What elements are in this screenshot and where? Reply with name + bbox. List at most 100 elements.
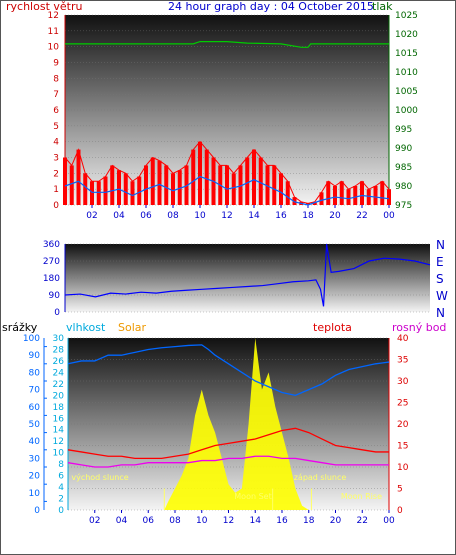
wind-gust-bar [292,197,297,205]
humidity-solar-temperature-chart: 0102030405060708090100024681012141618202… [23,334,409,526]
wind-tick-label: 3 [53,154,59,164]
wind-gust-bar [238,165,243,205]
humidity-line [67,344,390,397]
wind-average-line [64,175,390,206]
moon-set-annotation: Moon Set [234,492,271,501]
wind-tick-label: 2 [53,169,59,179]
wind-gust-bar [171,173,175,205]
pressure-tick-label: 1020 [395,30,418,40]
wind-gust-bar [346,189,351,205]
wind-gust-bar [312,201,317,205]
compass-label: S [436,272,444,286]
wind-gust-bar [130,181,135,205]
wind-gust-bar [258,157,263,205]
x-tick-label: 00 [383,211,395,221]
wind-tick-label: 0 [53,201,59,211]
wind-gust-bar [387,189,391,205]
temperature-tick-label: 25 [397,399,408,409]
wind-gust-bar [333,186,337,205]
wind-gust-bar [204,149,209,205]
humidity-tick-label: 14 [53,426,65,436]
pressure-tick-label: 1010 [395,68,418,78]
wind-gust-bar [69,165,74,205]
wind-gust-bar [272,165,277,205]
pressure-tick-label: 1000 [395,106,418,116]
humidity-tick-label: 20 [53,391,65,401]
wind-gust-bar [366,189,371,205]
wind-gust-bar [164,165,169,205]
direction-line [64,243,431,307]
temperature-tick-label: 0 [397,506,403,516]
wind-tick-label: 1 [53,185,59,195]
solar-label: Solar [118,321,147,334]
rain-tick-label: 50 [29,420,41,430]
humidity-tick-label: 30 [53,334,65,344]
wind-gust-bar [96,181,101,205]
x-tick-label: 12 [223,516,234,526]
wind-gust-bar [110,165,115,205]
wind-gust-bar [326,181,331,205]
x-tick-label: 16 [275,211,287,221]
humidity-tick-label: 0 [58,506,64,516]
wind-tick-label: 5 [53,122,59,132]
pressure-tick-label: 1025 [395,11,418,21]
temperature-tick-label: 5 [397,485,403,495]
x-tick-label: 16 [276,516,288,526]
wind-tick-label: 6 [53,106,59,116]
pressure-tick-label: 1005 [395,87,418,97]
wind-tick-label: 12 [48,11,59,21]
wind-speed-axis-label: rychlost větru [6,0,83,13]
humidity-tick-label: 4 [58,483,64,493]
wind-gust-bar [339,181,344,205]
rain-tick-label: 10 [29,489,41,499]
compass-label: N [436,238,445,252]
humidity-tick-label: 16 [53,414,65,424]
page-title: 24 hour graph day : 04 October 2015 [168,0,374,13]
wind-gust-bar [177,170,182,205]
x-tick-label: 12 [221,211,232,221]
wind-pressure-chart: 0123456789101112975980985990995100010051… [48,11,419,221]
rain-tick-label: 30 [29,454,41,464]
wind-gust-bar [123,173,128,205]
dewpoint-line [67,455,389,468]
humidity-tick-label: 10 [53,449,65,459]
wind-gust-bar [103,176,108,205]
humidity-tick-label: 28 [53,345,65,355]
wind-tick-label: 10 [48,43,60,53]
wind-gust-bar [319,192,324,205]
x-tick-label: 00 [383,516,395,526]
pressure-tick-label: 995 [395,125,412,135]
rain-tick-label: 70 [29,386,41,396]
wind-gust-bar [191,149,196,205]
wind-gust-line [64,140,390,204]
x-tick-label: 20 [329,211,341,221]
x-tick-label: 02 [89,516,100,526]
humidity-tick-label: 22 [53,380,64,390]
wind-gust-bar [252,149,256,205]
pressure-axis-label: tlak [372,0,393,13]
wind-gust-bar [373,186,378,205]
wind-gust-bar [63,157,67,205]
wind-gust-bar [353,186,358,205]
moon-rise-annotation: Moon Rise [341,492,382,501]
x-tick-label: 08 [169,516,181,526]
x-tick-label: 14 [250,516,262,526]
x-tick-label: 10 [194,211,206,221]
temperature-tick-label: 15 [397,442,408,452]
x-tick-label: 20 [330,516,342,526]
wind-gust-bar [306,203,310,205]
compass-label: W [436,289,448,303]
x-tick-label: 06 [143,516,155,526]
x-tick-label: 22 [357,516,368,526]
compass-label: E [436,255,444,269]
sunrise-annotation: východ slunce [71,473,128,482]
rain-tick-label: 20 [29,472,41,482]
direction-tick-label: 0 [54,308,60,318]
humidity-tick-label: 18 [53,403,65,413]
humidity-tick-label: 26 [53,357,65,367]
pressure-tick-label: 980 [395,182,412,192]
pressure-tick-label: 990 [395,144,412,154]
wind-gust-bar [231,173,236,205]
